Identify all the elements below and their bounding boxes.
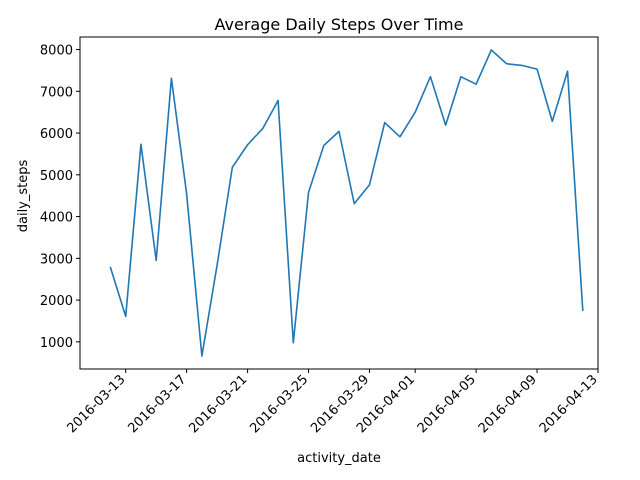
y-tick-label: 4000 <box>40 211 73 226</box>
y-tick-label: 6000 <box>40 127 73 142</box>
x-axis-title: activity_date <box>297 451 381 466</box>
x-tick-label: 2016-03-25 <box>247 372 311 436</box>
y-tick-label: 8000 <box>40 44 73 59</box>
x-axis: 2016-03-132016-03-172016-03-212016-03-25… <box>64 369 601 436</box>
y-tick-label: 1000 <box>40 336 73 351</box>
chart-title: Average Daily Steps Over Time <box>215 15 464 34</box>
x-tick-label: 2016-04-09 <box>476 372 540 436</box>
y-tick-label: 5000 <box>40 169 73 184</box>
series-layer <box>109 49 584 357</box>
y-tick-label: 3000 <box>40 252 73 267</box>
x-tick-label: 2016-03-13 <box>64 372 128 436</box>
y-tick-label: 2000 <box>40 294 73 309</box>
y-tick-label: 7000 <box>40 85 73 100</box>
y-axis-title: daily_steps <box>16 160 31 233</box>
series-line <box>109 49 584 357</box>
y-axis: 1000 2000 3000 4000 5000 6000 7000 8000 <box>40 44 80 351</box>
plot-area-frame <box>79 36 599 370</box>
x-tick-label: 2016-04-13 <box>537 372 601 436</box>
x-tick-label: 2016-03-21 <box>186 372 250 436</box>
x-tick-label: 2016-04-05 <box>415 372 479 436</box>
x-tick-label: 2016-03-17 <box>125 372 189 436</box>
